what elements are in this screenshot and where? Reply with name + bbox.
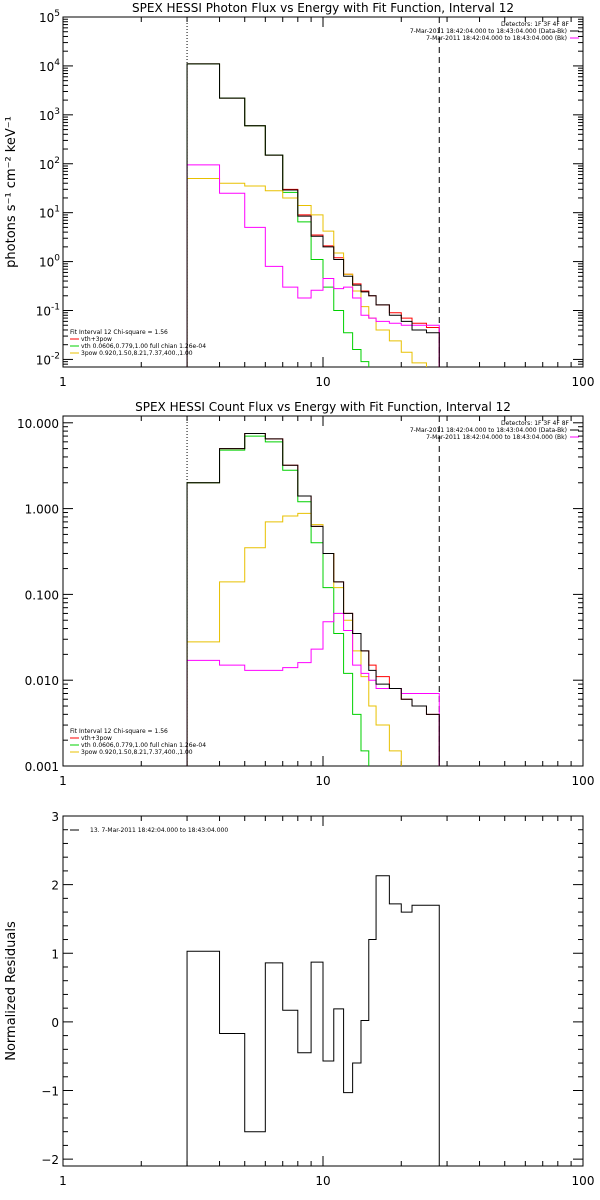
x-tick-label: 100 (572, 1174, 595, 1188)
residuals-panel: 1 10 100 −2 −1 0 1 2 3 Normalized Residuals 13. 7-… (4, 810, 594, 1188)
detectors-label: Detectors: 1F 3F 4F 8F (501, 21, 570, 28)
x-tick-label: 1 (59, 375, 67, 389)
y-tick-label: 0 (51, 1016, 59, 1030)
series-line-bk (186, 164, 440, 367)
y-tick-exponent: 0 (54, 254, 60, 264)
time-range-label: 7-Mar-2011 18:42:04.000 to 18:43:04.000 … (410, 427, 567, 434)
series-line-data-bk (186, 433, 440, 766)
y-axis-label: photons s⁻¹ cm⁻² keV⁻¹ (4, 116, 19, 268)
chart-title: SPEX HESSI Count Flux vs Energy with Fit… (135, 400, 511, 414)
series-group (186, 63, 440, 367)
y-tick-label: 10-2 (36, 351, 60, 367)
y-tick-base: 10 (39, 109, 54, 123)
plot-frame (62, 415, 584, 767)
y-tick-label: 10.000 (17, 417, 59, 431)
legend-label: 13. 7-Mar-2011 18:42:04.000 to 18:43:04.… (90, 827, 228, 834)
count-flux-panel: SPEX HESSI Count Flux vs Energy with Fit… (17, 400, 595, 788)
series-line-data-bk (186, 63, 440, 367)
y-tick-label: 2 (51, 879, 59, 893)
y-tick-exponent: 3 (54, 107, 60, 117)
legend-label: vth+3pow (81, 336, 112, 343)
y-tick-label: 101 (39, 205, 60, 221)
y-tick-label: 0.010 (25, 674, 59, 688)
time-range-label: 7-Mar-2011 18:42:04.000 to 18:43:04.000 … (426, 434, 567, 441)
y-tick-label: 0.100 (25, 588, 59, 602)
legend-label: 3pow 0.920,1.50,8.21,7.37,400.,1.00 (81, 749, 193, 756)
y-tick-label: 10-1 (36, 303, 60, 319)
y-tick-base: 10 (39, 256, 54, 270)
x-tick-label: 10 (315, 774, 330, 788)
legend-header: Fit Interval 12 Chi-square = 1.56 (70, 329, 168, 336)
y-tick-base: 10 (39, 158, 54, 172)
x-tick-label: 1 (59, 774, 67, 788)
x-tick-label: 100 (572, 375, 595, 389)
series-line-vth-3pow (186, 433, 440, 766)
legend-header: Fit Interval 12 Chi-square = 1.56 (70, 728, 168, 735)
y-tick-label: 1.000 (25, 503, 59, 517)
photon-flux-panel: SPEX HESSI Photon Flux vs Energy with Fi… (4, 1, 595, 389)
series-line-vth-0-0606-0-779-1-00-full-chian-1-26e-04 (186, 435, 440, 766)
y-tick-base: 10 (39, 207, 54, 221)
chart-title: SPEX HESSI Photon Flux vs Energy with Fi… (132, 1, 514, 15)
y-tick-label: 103 (39, 107, 60, 123)
time-range-label: 7-Mar-2011 18:42:04.000 to 18:43:04.000 … (410, 28, 567, 35)
y-tick-exponent: 5 (54, 9, 60, 19)
plot-frame (62, 16, 584, 368)
x-tick-label: 100 (572, 774, 595, 788)
legend-label: vth+3pow (81, 735, 112, 742)
y-tick-exponent: 4 (54, 58, 60, 68)
x-tick-label: 10 (315, 375, 330, 389)
y-tick-label: 104 (39, 58, 60, 74)
y-tick-exponent: -1 (51, 303, 60, 313)
detectors-label: Detectors: 1F 3F 4F 8F (501, 420, 570, 427)
y-tick-exponent: -2 (51, 351, 60, 361)
y-tick-label: 100 (39, 254, 60, 270)
y-tick-label: 105 (39, 9, 60, 25)
x-tick-label: 10 (315, 1174, 330, 1188)
time-range-label: 7-Mar-2011 18:42:04.000 to 18:43:04.000 … (426, 35, 567, 42)
y-tick-label: 1 (51, 947, 59, 961)
series-line-vth-0-0606-0-779-1-00-full-chian-1-26e-04 (186, 63, 440, 367)
y-tick-label: −2 (41, 1153, 59, 1167)
x-tick-label: 1 (59, 1174, 67, 1188)
y-tick-base: 10 (39, 11, 54, 25)
y-tick-base: 10 (36, 353, 51, 367)
y-axis-label: Normalized Residuals (4, 921, 19, 1061)
series-line-3pow-0-920-1-50-8-21-7-37-400-1-00 (186, 177, 440, 367)
series-line-13-7-mar-2011-18-42-04-000-to-18-43-04-000 (186, 875, 440, 1166)
y-tick-label: −1 (41, 1085, 59, 1099)
y-tick-exponent: 1 (54, 205, 60, 215)
y-tick-label: 0.001 (25, 760, 59, 774)
series-group (186, 433, 440, 766)
y-tick-exponent: 2 (54, 156, 60, 166)
y-tick-base: 10 (36, 305, 51, 319)
y-tick-base: 10 (39, 60, 54, 74)
legend-label: vth 0.0606,0.779,1.00 full chian 1.26e-0… (81, 343, 206, 350)
legend-label: vth 0.0606,0.779,1.00 full chian 1.26e-0… (81, 742, 206, 749)
y-tick-label: 3 (51, 810, 59, 824)
series-group (186, 875, 440, 1166)
y-tick-label: 102 (39, 156, 60, 172)
legend-label: 3pow 0.920,1.50,8.21,7.37,400.,1.00 (81, 350, 193, 357)
